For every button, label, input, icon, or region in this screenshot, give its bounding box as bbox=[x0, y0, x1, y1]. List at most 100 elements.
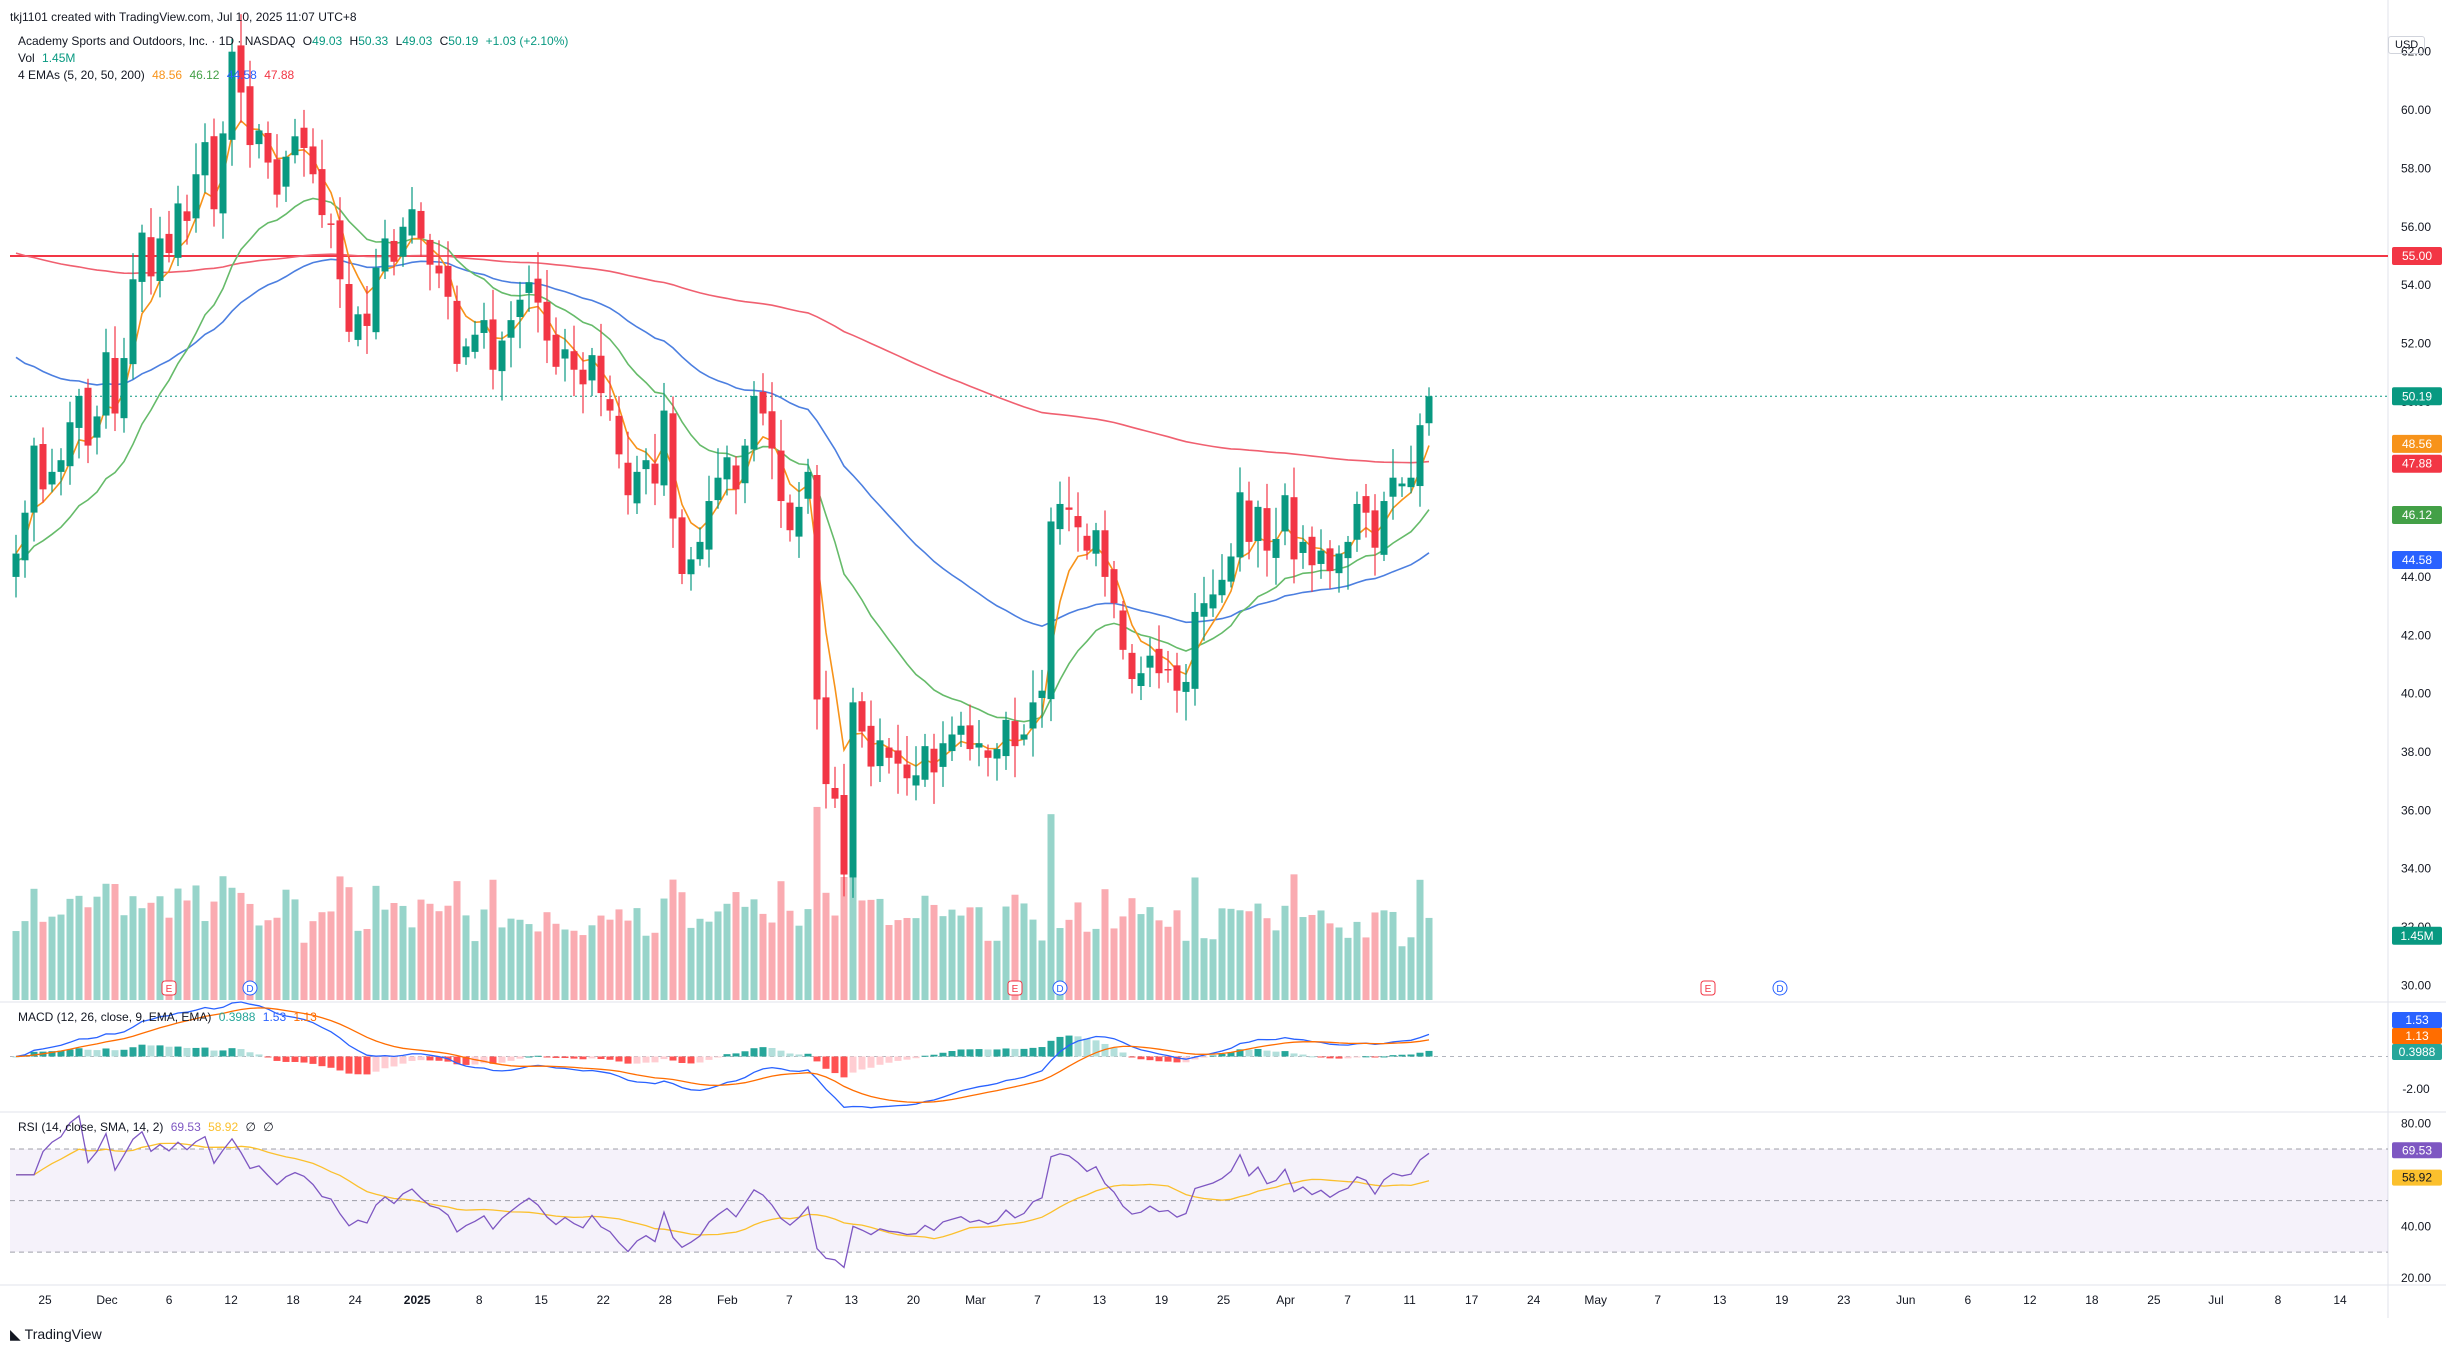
candle bbox=[282, 150, 290, 202]
candle bbox=[57, 448, 65, 496]
candle-body bbox=[66, 422, 74, 467]
candle bbox=[1317, 529, 1325, 579]
candle-body bbox=[255, 130, 263, 145]
macd-hist-bar bbox=[147, 1045, 155, 1057]
earnings-marker: E bbox=[1007, 980, 1023, 996]
macd-hist-bar bbox=[1263, 1050, 1271, 1057]
macd-hist-bar bbox=[1101, 1043, 1109, 1057]
candle-body bbox=[1236, 492, 1244, 558]
macd-signal-line bbox=[15, 1007, 1430, 1104]
macd-hist-bar bbox=[57, 1050, 65, 1057]
macd-hist-bar bbox=[165, 1046, 173, 1057]
volume-bar bbox=[885, 925, 893, 1000]
rsi-tag-label: 69.53 bbox=[2402, 1143, 2432, 1157]
candle bbox=[138, 224, 146, 313]
candle bbox=[1245, 481, 1253, 560]
candle bbox=[1011, 697, 1019, 778]
candle bbox=[291, 118, 299, 164]
x-tick-label: Apr bbox=[1276, 1293, 1295, 1307]
candle-body bbox=[831, 787, 839, 799]
volume-legend[interactable]: Vol 1.45M bbox=[18, 51, 76, 65]
symbol-legend[interactable]: Academy Sports and Outdoors, Inc. · 1D ·… bbox=[18, 34, 569, 48]
volume-bar bbox=[48, 916, 56, 1000]
macd-hist-bar bbox=[1218, 1054, 1226, 1057]
volume-bar bbox=[264, 920, 272, 1000]
candle-body bbox=[795, 506, 803, 537]
volume-bar bbox=[1407, 937, 1415, 1000]
candle-body bbox=[1038, 690, 1046, 698]
macd-hist-bar bbox=[525, 1056, 533, 1058]
high-value: 50.33 bbox=[358, 34, 389, 48]
created-by-text: tkj1101 created with TradingView.com, Ju… bbox=[10, 10, 357, 24]
macd-hist-bar bbox=[84, 1049, 92, 1057]
volume-bar bbox=[525, 924, 533, 1000]
volume-bar bbox=[849, 836, 857, 1000]
candle bbox=[318, 139, 326, 228]
candle-body bbox=[732, 465, 740, 490]
dividend-icon bbox=[1052, 980, 1068, 996]
currency-button[interactable]: USD bbox=[2388, 36, 2426, 54]
rsi-legend[interactable]: RSI (14, close, SMA, 14, 2) 69.53 58.92 … bbox=[18, 1120, 274, 1134]
macd-tag-label: 1.13 bbox=[2405, 1029, 2429, 1043]
x-tick-label: 25 bbox=[38, 1293, 52, 1307]
macd-hist-bar bbox=[408, 1056, 416, 1061]
candle-body bbox=[822, 697, 830, 785]
macd-hist-bar bbox=[840, 1056, 848, 1078]
macd-hist-bar bbox=[705, 1056, 713, 1060]
candle-body bbox=[1164, 668, 1172, 671]
candle bbox=[1200, 576, 1208, 641]
candle bbox=[1191, 593, 1199, 706]
macd-hist-bar bbox=[66, 1049, 74, 1057]
ema-legend[interactable]: 4 EMAs (5, 20, 50, 200) 48.56 46.12 44.5… bbox=[18, 68, 298, 82]
candle-body bbox=[291, 136, 299, 156]
candle-body bbox=[48, 471, 56, 485]
macd-hist-bar bbox=[552, 1056, 560, 1058]
candle-body bbox=[1047, 521, 1055, 700]
macd-hist-bar bbox=[228, 1048, 236, 1057]
macd-hist-bar bbox=[435, 1056, 443, 1061]
x-tick-label: 12 bbox=[224, 1293, 238, 1307]
candle-body bbox=[1254, 506, 1262, 542]
x-tick-label: 15 bbox=[535, 1293, 549, 1307]
candle-body bbox=[1137, 673, 1145, 687]
price-tick-label: 44.00 bbox=[2401, 570, 2431, 584]
candle bbox=[957, 711, 965, 747]
macd-tag: 0.3988 bbox=[2392, 1044, 2442, 1060]
volume-bar bbox=[426, 903, 434, 1000]
candle-body bbox=[1398, 483, 1406, 487]
x-tick-label: 17 bbox=[1465, 1293, 1479, 1307]
volume-bar bbox=[363, 928, 371, 1000]
candle bbox=[813, 464, 821, 730]
macd-hist-bar bbox=[1281, 1051, 1289, 1057]
macd-hist-bar bbox=[480, 1056, 488, 1064]
volume-bar bbox=[318, 912, 326, 1000]
volume-bar bbox=[975, 907, 983, 1000]
price-tag: 46.12 bbox=[2392, 506, 2442, 525]
candle bbox=[174, 185, 182, 267]
volume-bar bbox=[1146, 907, 1154, 1000]
candle-body bbox=[453, 300, 461, 364]
x-tick-label: Mar bbox=[965, 1293, 986, 1307]
volume-bar bbox=[93, 896, 101, 1000]
candle-body bbox=[138, 232, 146, 282]
macd-hist-bar bbox=[1164, 1056, 1172, 1062]
macd-hist-bar bbox=[624, 1056, 632, 1064]
candle bbox=[507, 301, 515, 368]
candle bbox=[408, 187, 416, 244]
candle bbox=[444, 241, 452, 320]
candle bbox=[1056, 481, 1064, 545]
candle-body bbox=[1317, 550, 1325, 564]
macd-legend[interactable]: MACD (12, 26, close, 9, EMA, EMA) 0.3988… bbox=[18, 1010, 321, 1024]
macd-hist-bar bbox=[615, 1056, 623, 1062]
volume-bar bbox=[939, 916, 947, 1000]
candle bbox=[1173, 652, 1181, 713]
volume-bar bbox=[246, 903, 254, 1000]
candle bbox=[228, 38, 236, 166]
candle bbox=[1308, 526, 1316, 592]
macd-hist-bar bbox=[1353, 1056, 1361, 1058]
macd-hist-bar bbox=[372, 1056, 380, 1072]
x-tick-label: 13 bbox=[1713, 1293, 1727, 1307]
candle bbox=[948, 716, 956, 762]
candle bbox=[192, 143, 200, 233]
